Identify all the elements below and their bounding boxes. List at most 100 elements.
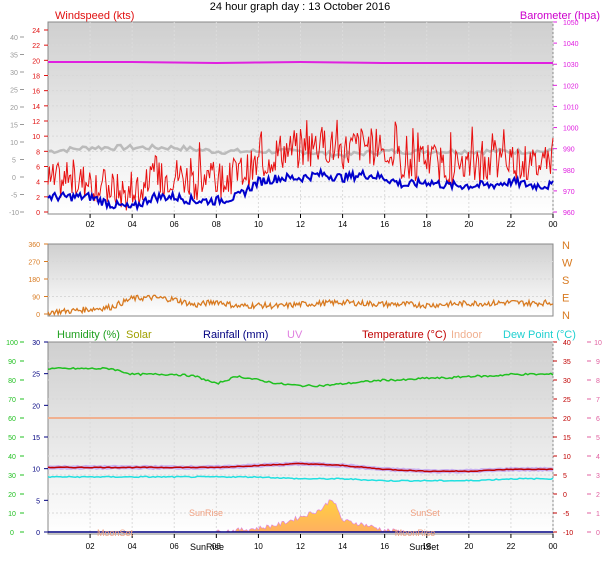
direction-axis-tick-label: 90 [32,295,40,302]
environment-x-axis-tick-label: 06 [170,542,179,551]
baro-axis-tick-label: 960 [563,210,575,217]
humidity-axis-tick-label: 50 [8,435,16,442]
wind-x-axis-tick-label: 08 [212,220,221,229]
wind-left-axis-tick-label: 20 [32,58,40,65]
direction-axis-tick-label: 0 [36,312,40,319]
uv-axis-tick-label: 1 [596,511,600,518]
moonset-annotation: MoonSet [97,528,134,538]
wind-x-axis-tick-label: 16 [380,220,389,229]
wind-x-axis-tick-label: 18 [422,220,431,229]
wind-x-axis-tick-label: 00 [549,220,558,229]
uv-axis-tick-label: 7 [596,397,600,404]
uv-axis-tick-label: 10 [594,340,602,347]
environment-x-axis-tick-label: 22 [506,542,515,551]
humidity-axis-tick-label: 60 [8,416,16,423]
baro-axis-tick-label: 980 [563,168,575,175]
wind-average-line [47,166,554,212]
sunset-annotation: SunSet [410,508,440,518]
temperature-axis-tick-label: 30 [563,378,571,385]
wind-far-left-axis-tick-label: -10 [9,210,19,217]
temperature-axis: 40 35 30 25 20 15 10 5 0 -5 -10 [553,340,573,537]
moonrise-annotation: MoonRise [395,528,436,538]
compass-label: S [562,275,569,287]
wind-far-left-axis-tick-label: 15 [10,123,18,130]
wind-x-axis-tick-label: 12 [296,220,305,229]
environment-x-axis: 02 04 06 08 10 12 14 16 18 20 22 00 [86,342,558,551]
humidity-axis-tick-label: 0 [10,530,14,537]
wind-left-axis-tick-label: 16 [32,89,40,96]
compass-label: N [562,310,570,322]
wind-far-left-axis-tick-label: 5 [12,158,16,165]
sunrise-annotation: SunRise [189,508,223,518]
temperature-axis-tick-label: 10 [563,454,571,461]
temperature-axis-tick-label: 0 [563,492,567,499]
uv-axis-tick-label: 2 [596,492,600,499]
environment-x-axis-tick-label: 00 [549,542,558,551]
wind-far-left-axis-tick-label: 10 [10,140,18,147]
compass-label: W [562,258,573,270]
rain-axis-tick-label: 0 [36,530,40,537]
wind-left-axis-tick-label: 6 [36,165,40,172]
direction-series [47,294,554,317]
indoor-label: Indoor [451,329,483,341]
uv-axis-tick-label: 5 [596,435,600,442]
wind-left-axis-tick-label: 4 [36,180,40,187]
rain-axis-tick-label: 10 [32,467,40,474]
wind-far-left-axis: 40 35 30 25 20 15 10 5 0 -5 -10 [9,35,24,217]
uv-axis-tick-label: 9 [596,359,600,366]
wind-series [47,60,554,212]
environment-x-axis-tick-label: 14 [338,542,347,551]
sunrise-axis-label: SunRise [190,542,224,552]
direction-axis-tick-label: 270 [28,260,40,267]
solar-area [215,499,406,533]
baro-axis-tick-label: 1010 [563,104,579,111]
environment-panel: Humidity (%) Solar Rainfall (mm) UV Temp… [6,329,602,552]
environment-x-axis-tick-label: 20 [464,542,473,551]
uv-axis-tick-label: 8 [596,378,600,385]
rain-axis-tick-label: 25 [32,372,40,379]
baro-axis-tick-label: 1020 [563,83,579,90]
rain-axis-tick-label: 20 [32,403,40,410]
dewpoint-label: Dew Point (°C) [503,329,576,341]
wind-panel: Windspeed (kts) Barometer (hpa) 40353025… [9,10,600,229]
environment-x-axis-tick-label: 04 [128,542,137,551]
wind-far-left-axis-tick-label: 20 [10,105,18,112]
wind-x-axis-tick-label: 20 [464,220,473,229]
baro-axis-title: Barometer (hpa) [520,10,600,22]
compass-label: N [562,240,570,252]
humidity-axis-tick-label: 100 [6,340,18,347]
wind-left-axis-tick-label: 18 [32,74,40,81]
barometer-line [48,60,553,65]
wind-x-axis-tick-label: 02 [86,220,95,229]
humidity-axis-tick-label: 80 [8,378,16,385]
chart-title: 24 hour graph day : 13 October 2016 [210,1,390,13]
compass-label: E [562,293,569,305]
wind-far-left-axis-tick-label: 30 [10,70,18,77]
temperature-axis-tick-label: 5 [563,473,567,480]
wind-far-left-axis-tick-label: -5 [11,193,17,200]
humidity-axis-tick-label: 90 [8,359,16,366]
rain-axis-tick-label: 5 [36,498,40,505]
wind-left-axis-tick-label: 12 [32,119,40,126]
wind-axis-title: Windspeed (kts) [55,10,134,22]
environment-x-axis-tick-label: 10 [254,542,263,551]
baro-right-axis: 1050 1040 1030 1020 1010 1000 990 980 970 960 [553,20,579,217]
wind-far-left-axis-tick-label: 35 [10,53,18,60]
baro-axis-tick-label: 1050 [563,20,579,27]
temperature-axis-tick-label: 35 [563,359,571,366]
wind-left-axis-tick-label: 8 [36,149,40,156]
uv-axis-tick-label: 0 [596,530,600,537]
wind-left-axis-tick-label: 24 [32,28,40,35]
humidity-line [47,366,554,388]
environment-series [47,366,554,533]
temperature-axis-tick-label: -5 [563,511,569,518]
wind-direction-line [47,294,554,317]
wind-far-left-axis-tick-label: 0 [12,175,16,182]
